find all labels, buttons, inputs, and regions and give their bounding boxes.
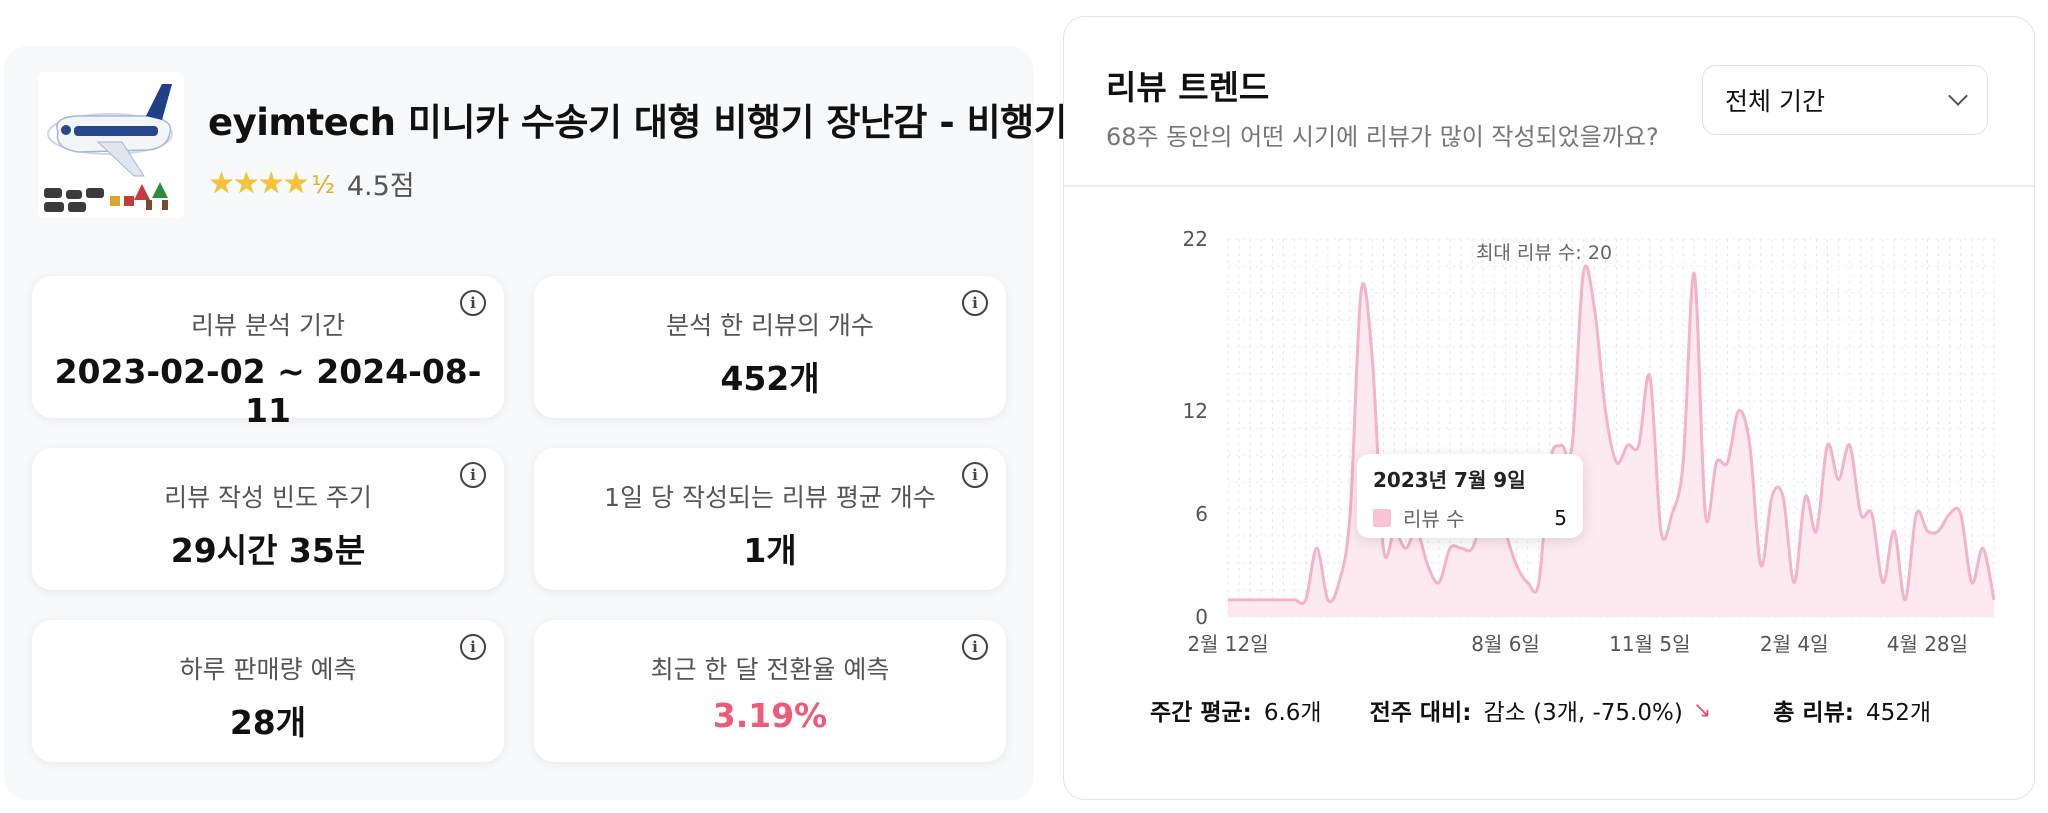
y-tick-label: 6	[1195, 502, 1208, 526]
card-review-count: i 분석 한 리뷰의 개수 452개	[534, 276, 1006, 418]
tooltip-value: 5	[1554, 505, 1567, 530]
product-image	[38, 72, 184, 218]
card-value: 28개	[229, 703, 307, 742]
card-value: 29시간 35분	[170, 531, 366, 570]
product-summary-panel: eyimtech 미니카 수송기 대형 비행기 장난감 - 비행기 ★★★★ ½ …	[4, 46, 1068, 800]
info-icon[interactable]: i	[460, 634, 486, 660]
period-select-value: 전체 기간	[1725, 87, 1825, 116]
series-area-fill	[1228, 265, 1994, 617]
tooltip-date: 2023년 7월 9일	[1373, 468, 1526, 492]
divider	[1064, 185, 2034, 187]
week-over-week-value: 감소 (3개, -75.0%)	[1483, 700, 1683, 726]
card-value: 1개	[743, 531, 797, 570]
card-value: 452개	[720, 359, 820, 398]
x-tick-label: 4월 28일	[1887, 632, 1968, 656]
y-tick-label: 0	[1195, 605, 1208, 629]
x-tick-label: 2월 12일	[1187, 632, 1268, 656]
card-label: 최근 한 달 전환율 예측	[650, 655, 890, 684]
weekly-average-label: 주간 평균:	[1150, 700, 1252, 726]
week-over-week: 전주 대비: 감소 (3개, -75.0%) ↘	[1370, 693, 1712, 727]
card-value: 3.19%	[712, 696, 828, 735]
card-label: 하루 판매량 예측	[179, 655, 357, 684]
tooltip-series-label: 리뷰 수	[1403, 507, 1465, 531]
star-icons: ★★★★	[208, 166, 310, 201]
x-tick-label: 8월 6일	[1471, 632, 1540, 656]
period-select[interactable]: 전체 기간	[1702, 65, 1988, 135]
legend-swatch	[1373, 508, 1391, 527]
product-rating: ★★★★ ½ 4.5점	[208, 164, 415, 203]
trend-subtitle: 68주 동안의 어떤 시기에 리뷰가 많이 작성되었을까요?	[1106, 123, 1659, 151]
card-label: 리뷰 작성 빈도 주기	[164, 483, 372, 512]
card-daily-sales-forecast: i 하루 판매량 예측 28개	[32, 620, 504, 762]
rating-text: 4.5점	[346, 171, 415, 202]
info-icon[interactable]: i	[460, 462, 486, 488]
total-reviews-value: 452개	[1865, 700, 1932, 726]
card-review-period: i 리뷰 분석 기간 2023-02-02 ~ 2024-08-11	[32, 276, 504, 430]
info-icon[interactable]: i	[460, 290, 486, 316]
info-icon[interactable]: i	[962, 634, 988, 660]
weekly-average: 주간 평균: 6.6개	[1150, 693, 1322, 727]
info-icon[interactable]: i	[962, 462, 988, 488]
half-star-icon: ½	[311, 171, 335, 199]
info-icon[interactable]: i	[962, 290, 988, 316]
x-tick-label: 11월 5일	[1609, 632, 1690, 656]
card-label: 1일 당 작성되는 리뷰 평균 개수	[604, 483, 936, 512]
total-reviews: 총 리뷰: 452개	[1773, 693, 1931, 727]
trend-title: 리뷰 트렌드	[1106, 68, 1270, 107]
week-over-week-label: 전주 대비:	[1369, 700, 1472, 726]
trend-stats: 주간 평균: 6.6개 전주 대비: 감소 (3개, -75.0%) ↘ 총 리…	[1150, 693, 1931, 727]
chart-tooltip: 2023년 7월 9일 리뷰 수 5	[1357, 454, 1583, 538]
product-title: eyimtech 미니카 수송기 대형 비행기 장난감 - 비행기	[208, 101, 1068, 144]
y-tick-label: 12	[1183, 399, 1208, 423]
x-tick-label: 2월 4일	[1760, 632, 1829, 656]
weekly-average-value: 6.6개	[1263, 700, 1322, 726]
review-trend-panel: 리뷰 트렌드 68주 동안의 어떤 시기에 리뷰가 많이 작성되었을까요? 전체…	[1063, 16, 2035, 800]
trend-down-icon: ↘	[1692, 697, 1712, 723]
card-value: 2023-02-02 ~ 2024-08-11	[54, 352, 482, 430]
card-conversion-forecast: i 최근 한 달 전환율 예측 3.19%	[534, 620, 1006, 762]
card-label: 리뷰 분석 기간	[191, 311, 345, 340]
card-daily-average: i 1일 당 작성되는 리뷰 평균 개수 1개	[534, 448, 1006, 590]
total-reviews-label: 총 리뷰:	[1773, 700, 1854, 726]
max-review-label: 최대 리뷰 수: 20	[1476, 242, 1612, 264]
y-tick-label: 22	[1183, 227, 1208, 251]
rating-stars: ★★★★ ½	[208, 166, 335, 201]
card-label: 분석 한 리뷰의 개수	[666, 311, 874, 340]
card-review-frequency: i 리뷰 작성 빈도 주기 29시간 35분	[32, 448, 504, 590]
